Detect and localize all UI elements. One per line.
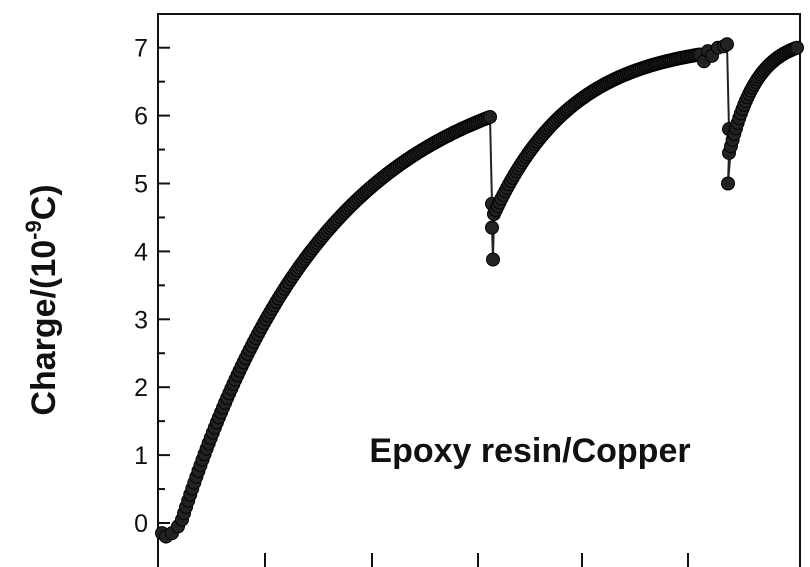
data-point — [721, 176, 735, 191]
data-point — [720, 37, 734, 52]
data-point — [486, 252, 500, 267]
y-axis-title-text: Charge/(10-9C) — [21, 184, 63, 415]
y-tick-label: 2 — [134, 374, 148, 402]
y-tick-label: 5 — [134, 171, 148, 199]
y-tick-label: 7 — [134, 35, 148, 63]
data-point — [790, 40, 804, 55]
y-tick-label: 1 — [134, 442, 148, 470]
y-axis-title: Charge/(10-9C) — [21, 184, 63, 415]
series — [155, 37, 804, 544]
y-tick-label: 4 — [134, 238, 148, 266]
y-axis: 0 1 2 3 4 5 6 7 — [134, 35, 170, 538]
y-tick-label: 6 — [134, 103, 148, 131]
data-point — [485, 220, 499, 235]
y-tick-label: 3 — [134, 306, 148, 334]
y-tick-label: 0 — [134, 510, 148, 538]
plot-annotation: Epoxy resin/Copper — [369, 432, 690, 470]
x-axis — [264, 553, 689, 567]
data-point — [483, 109, 497, 124]
plot-frame — [157, 13, 801, 567]
